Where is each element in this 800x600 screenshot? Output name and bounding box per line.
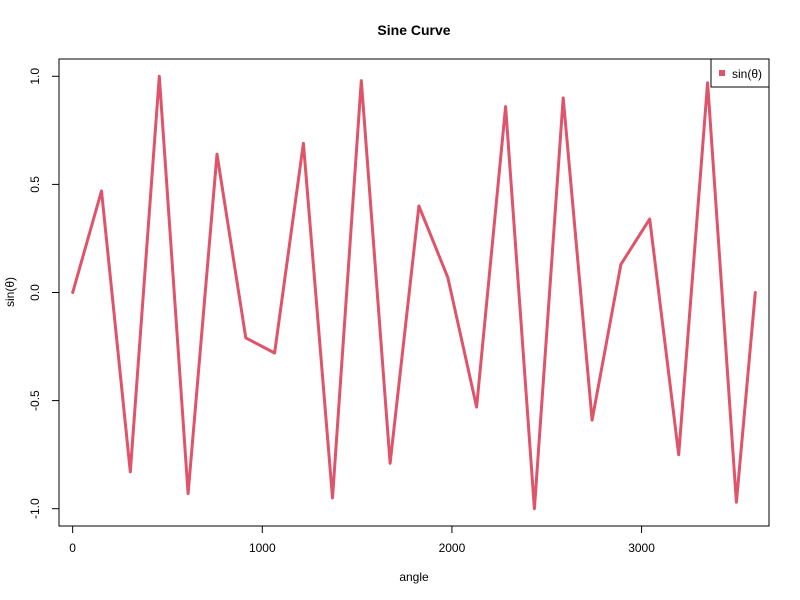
y-tick-label: 0.0 xyxy=(28,284,42,301)
legend-swatch xyxy=(719,70,725,76)
series-layer xyxy=(71,74,757,511)
y-tick-label: -0.5 xyxy=(28,390,42,411)
y-axis-label: sin(θ) xyxy=(3,277,17,307)
legend: sin(θ) xyxy=(710,58,770,88)
x-tick-label: 3000 xyxy=(628,541,655,555)
x-tick-label: 1000 xyxy=(249,541,276,555)
x-axis-label: angle xyxy=(399,570,429,584)
y-tick-label: 1.0 xyxy=(28,68,42,85)
legend-label: sin(θ) xyxy=(732,67,762,81)
y-axis: -1.0 -0.5 0.0 0.5 1.0 xyxy=(28,68,60,519)
series-line xyxy=(71,74,757,511)
x-tick-label: 2000 xyxy=(439,541,466,555)
chart-title: Sine Curve xyxy=(377,22,450,38)
x-tick-label: 0 xyxy=(69,541,76,555)
plot-frame xyxy=(58,58,770,527)
x-axis: 0 1000 2000 3000 xyxy=(69,525,655,555)
y-tick-label: 0.5 xyxy=(28,176,42,193)
y-tick-label: -1.0 xyxy=(28,498,42,519)
